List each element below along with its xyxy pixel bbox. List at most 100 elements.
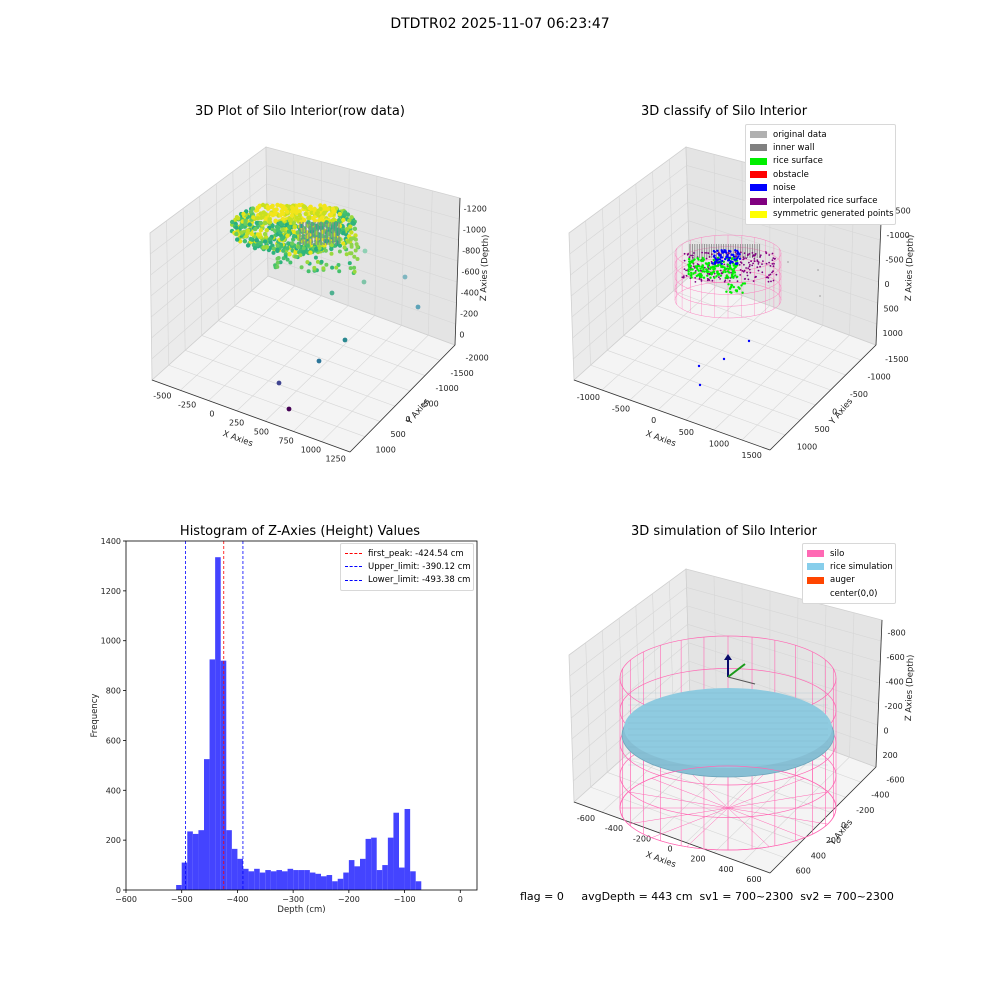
raw-data-point [330, 218, 335, 223]
histogram-bar [321, 876, 327, 890]
raw-data-point [312, 265, 317, 270]
cls-rice-point [701, 259, 705, 262]
raw-gridline [180, 285, 295, 391]
raw-gridline [166, 220, 169, 366]
cls-z-tick-label: -1000 [887, 231, 910, 240]
histogram-bar [259, 872, 266, 890]
cls-rice-point [688, 257, 691, 261]
raw-gridline [150, 165, 267, 255]
cls-interpolated-point [740, 262, 743, 264]
raw-z-tick-label: -200 [460, 310, 478, 319]
cls-rice-point [719, 274, 722, 277]
cls-interpolated-point [711, 279, 714, 282]
raw-data-point [295, 230, 300, 235]
cls-rice-point [741, 282, 745, 285]
cls-rice-point [731, 270, 735, 274]
raw-x-axis-line [151, 379, 351, 453]
histogram-bar [365, 838, 372, 890]
cls-rice-point [696, 264, 699, 268]
raw-data-point [235, 237, 240, 242]
cls-interpolated-point [773, 258, 776, 260]
raw-data-point [291, 220, 296, 225]
cls-gridline [585, 220, 591, 366]
histogram-x-tick-label: −300 [282, 895, 304, 904]
histogram-bar [315, 873, 321, 890]
cls-x-tick-label: 500 [679, 428, 694, 437]
cls-rice-point [724, 276, 727, 280]
raw-data-point [234, 215, 240, 220]
raw-x-tick-label: -500 [153, 392, 171, 401]
raw-gridline [236, 305, 349, 412]
raw-outlier-point [286, 406, 292, 412]
raw-z-tick-label: -1200 [464, 205, 487, 214]
raw-data-point [338, 243, 342, 248]
cls-gridline [623, 335, 816, 406]
cls-interpolated-point [767, 277, 770, 279]
raw-data-point [253, 226, 258, 232]
histogram-y-tick-label: 0 [116, 886, 121, 895]
cls-rice-point [736, 275, 739, 278]
raw-data-point [348, 224, 353, 229]
legend-hist-entry: Upper_limit: -390.12 cm [345, 560, 471, 573]
sim-z-axis-line [875, 619, 883, 768]
raw-data-point [352, 269, 357, 274]
cls-interpolated-point [723, 263, 726, 266]
cls-noise-point [720, 262, 723, 265]
raw-x-tick-label: 0 [209, 410, 214, 419]
cls-noise-point [714, 258, 718, 261]
sim-z-tick-label: 0 [884, 726, 889, 735]
raw-data-point [349, 230, 354, 235]
raw-data-point [291, 229, 297, 235]
sim-silo-spoke [686, 769, 729, 809]
sim-y-tick-label: 400 [811, 851, 826, 860]
status-footer: flag = 0 avgDepth = 443 cm sv1 = 700~230… [520, 890, 894, 903]
raw-data-point [249, 231, 255, 237]
cls-interpolated-point [739, 251, 742, 254]
raw-data-point [262, 239, 268, 244]
sim-silo-spoke [727, 769, 770, 809]
cls-interpolated-point [743, 263, 745, 266]
cls-interpolated-point [682, 276, 685, 279]
cls-interpolated-point [694, 270, 697, 272]
raw-gridline [266, 165, 460, 220]
cls-point-cloud [674, 234, 821, 387]
raw-data-point [355, 257, 360, 261]
legend-hist-label: Upper_limit: -390.12 cm [368, 561, 471, 572]
raw-data-point [285, 209, 290, 214]
cls-rice-point [707, 261, 710, 265]
cls-interpolated-point [705, 257, 708, 260]
cls-interpolated-point [769, 265, 772, 267]
raw-data-point [337, 223, 343, 229]
cls-rice-point [724, 270, 727, 274]
cls-interpolated-point [765, 262, 768, 265]
raw-gridline [232, 171, 236, 306]
cls-noise-point [716, 249, 719, 252]
raw-gridline [234, 305, 426, 376]
raw-data-point [298, 253, 303, 258]
cls-rice-point [729, 266, 732, 269]
cls-rice-point [697, 258, 700, 261]
raw-data-point [341, 217, 346, 223]
raw-x-tick-label: 250 [229, 419, 244, 428]
cls-x-axis-label: X Axies [644, 429, 677, 449]
histogram-bar [282, 871, 288, 890]
histogram-x-tick-label: −400 [226, 895, 248, 904]
sim-scene [619, 635, 837, 851]
histogram-y-tick-label: 400 [106, 786, 121, 795]
cls-interpolated-point [708, 256, 711, 258]
cls-rice-point [740, 284, 743, 287]
raw-gridline [168, 364, 366, 437]
raw-y-tick-label: -500 [421, 400, 439, 409]
raw-data-point [273, 218, 278, 223]
legend-sim-swatch [807, 590, 824, 597]
cls-interpolated-point [734, 251, 737, 254]
histogram-bar [293, 870, 299, 890]
cls-y-axis-line [769, 344, 877, 451]
raw-data-point [321, 211, 326, 216]
cls-gridline [673, 290, 861, 361]
cls-interpolated-point [693, 252, 695, 254]
raw-plot-title: 3D Plot of Silo Interior(row data) [195, 104, 405, 119]
cls-interpolated-point [772, 270, 774, 273]
cls-rice-point [689, 260, 693, 263]
raw-data-point [265, 204, 270, 210]
